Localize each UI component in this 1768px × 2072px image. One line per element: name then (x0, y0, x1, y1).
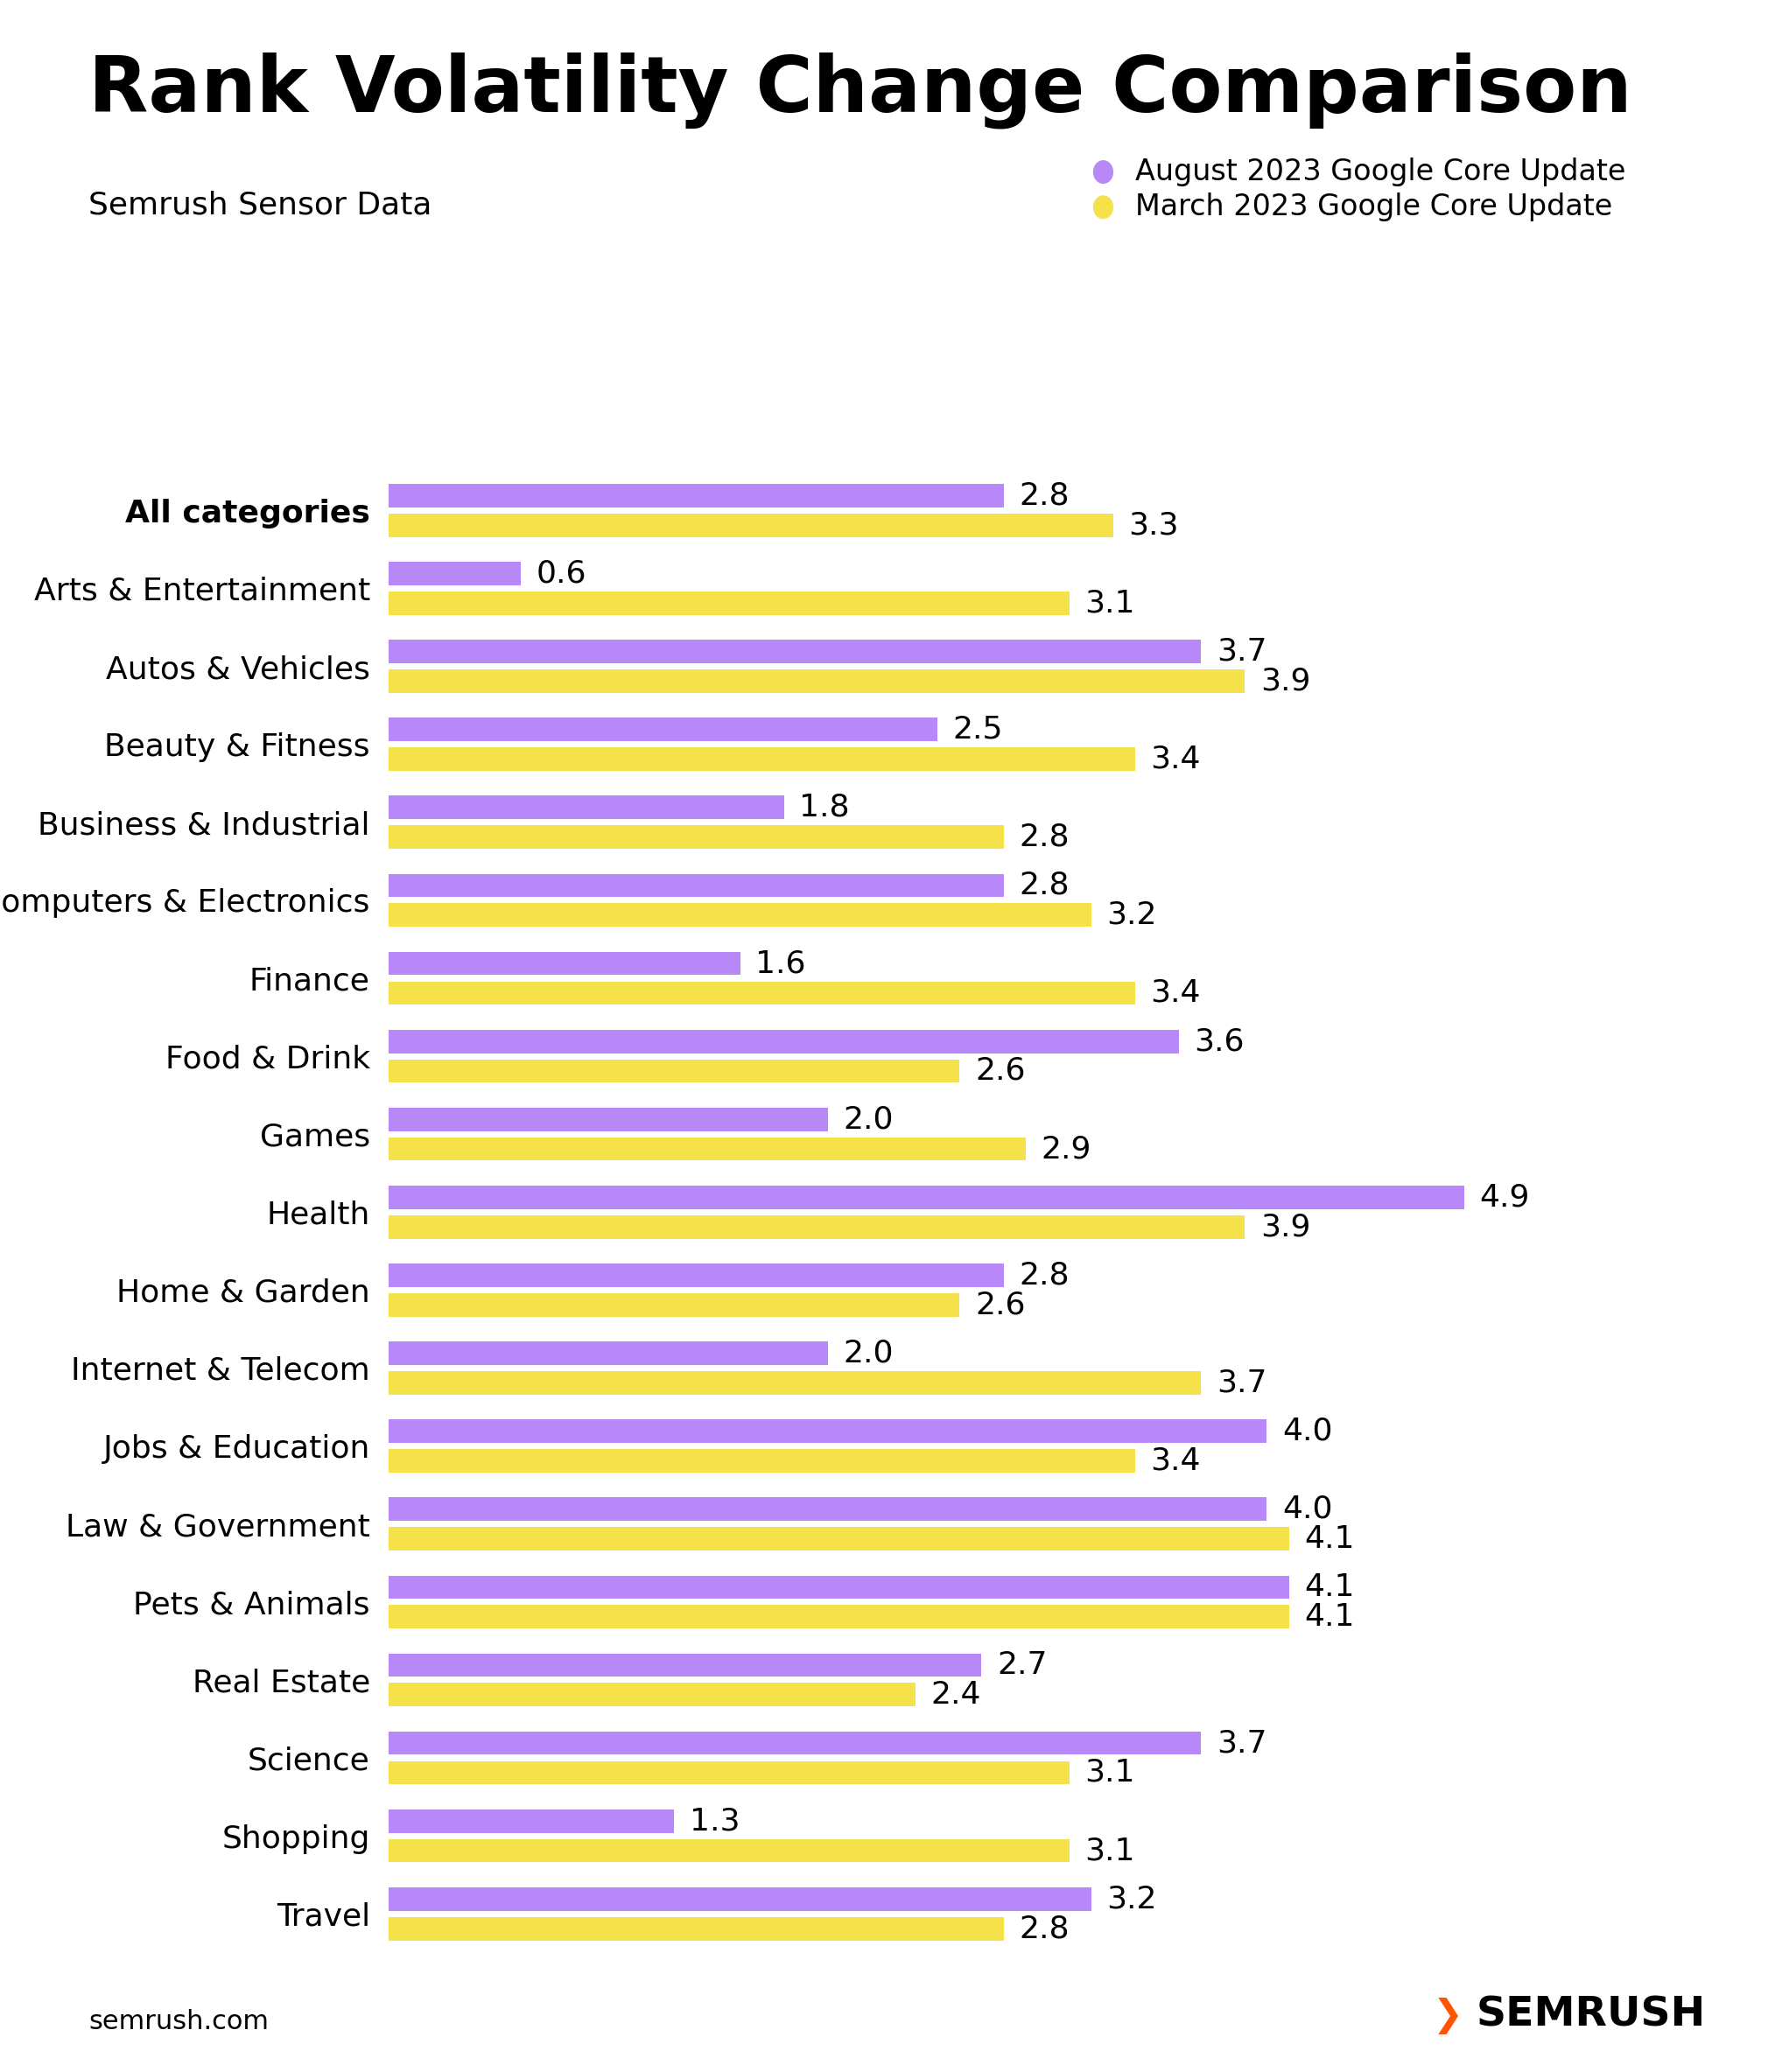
Text: 2.5: 2.5 (953, 715, 1002, 744)
Text: 3.2: 3.2 (1107, 899, 1156, 930)
Text: 2.0: 2.0 (843, 1339, 893, 1368)
Text: 2.7: 2.7 (997, 1649, 1047, 1680)
Text: 3.9: 3.9 (1261, 1212, 1310, 1241)
Bar (389, 669, 1245, 692)
Bar (389, 903, 1091, 926)
Bar (389, 1264, 1004, 1287)
Bar (389, 1109, 827, 1131)
Text: 3.6: 3.6 (1195, 1026, 1245, 1057)
Text: 4.0: 4.0 (1282, 1494, 1333, 1525)
Text: 2.8: 2.8 (1018, 1915, 1070, 1944)
Text: 0.6: 0.6 (536, 559, 587, 588)
Text: 2.4: 2.4 (932, 1680, 981, 1709)
Bar (389, 485, 1004, 508)
Bar (389, 1372, 1200, 1394)
Text: 1.8: 1.8 (799, 794, 850, 823)
Text: 2.6: 2.6 (974, 1291, 1025, 1320)
Bar (389, 1030, 1179, 1053)
Bar (389, 1732, 1200, 1755)
Bar (389, 1761, 1070, 1784)
Text: Semrush Sensor Data: Semrush Sensor Data (88, 191, 431, 220)
Text: 3.1: 3.1 (1086, 1757, 1135, 1788)
Text: 3.7: 3.7 (1216, 1728, 1266, 1757)
Text: 2.8: 2.8 (1018, 823, 1070, 852)
Text: 3.9: 3.9 (1261, 667, 1310, 696)
Text: 2.9: 2.9 (1041, 1133, 1091, 1164)
Bar (389, 951, 741, 976)
Bar (389, 1138, 1025, 1160)
Bar (389, 825, 1004, 850)
Bar (389, 514, 1114, 537)
Bar (389, 1059, 960, 1084)
Bar (389, 874, 1004, 897)
Text: ❯: ❯ (1432, 1997, 1462, 2035)
Bar (389, 1498, 1268, 1521)
Text: 3.7: 3.7 (1216, 636, 1266, 667)
Text: 2.8: 2.8 (1018, 870, 1070, 901)
Text: 2.8: 2.8 (1018, 481, 1070, 510)
Bar (389, 796, 783, 818)
Bar (389, 1341, 827, 1365)
Text: semrush.com: semrush.com (88, 2010, 269, 2035)
Text: 4.9: 4.9 (1480, 1183, 1529, 1212)
Text: 4.0: 4.0 (1282, 1417, 1333, 1446)
Bar (389, 562, 520, 584)
Text: March 2023 Google Core Update: March 2023 Google Core Update (1135, 193, 1612, 222)
Text: 3.7: 3.7 (1216, 1368, 1266, 1399)
Text: 1.3: 1.3 (690, 1807, 741, 1836)
Text: 2.0: 2.0 (843, 1104, 893, 1133)
Text: 3.1: 3.1 (1086, 588, 1135, 617)
Text: 3.4: 3.4 (1151, 744, 1200, 775)
Text: SEMRUSH: SEMRUSH (1476, 1995, 1706, 2035)
Text: 3.2: 3.2 (1107, 1883, 1156, 1915)
Text: August 2023 Google Core Update: August 2023 Google Core Update (1135, 157, 1625, 186)
Bar (389, 1419, 1268, 1442)
Text: 4.1: 4.1 (1305, 1602, 1354, 1631)
Text: 2.8: 2.8 (1018, 1260, 1070, 1291)
Text: 3.4: 3.4 (1151, 1446, 1200, 1475)
Bar (389, 1809, 674, 1834)
Text: 3.3: 3.3 (1128, 510, 1179, 541)
Bar (389, 1293, 960, 1316)
Bar (389, 717, 937, 742)
Bar (389, 1216, 1245, 1239)
Text: 2.6: 2.6 (974, 1057, 1025, 1086)
Bar (389, 1448, 1135, 1473)
Bar (389, 591, 1070, 615)
Bar (389, 1653, 981, 1676)
Text: 3.4: 3.4 (1151, 978, 1200, 1007)
Text: 1.6: 1.6 (755, 949, 806, 978)
Bar (389, 1527, 1289, 1550)
Bar (389, 1917, 1004, 1939)
Bar (389, 1888, 1091, 1910)
Text: 3.1: 3.1 (1086, 1836, 1135, 1865)
Bar (389, 1840, 1070, 1863)
Text: 4.1: 4.1 (1305, 1573, 1354, 1602)
Text: 4.1: 4.1 (1305, 1523, 1354, 1554)
Bar (389, 1682, 916, 1707)
Bar (389, 982, 1135, 1005)
Bar (389, 1185, 1464, 1208)
Bar (389, 1575, 1289, 1600)
Text: Rank Volatility Change Comparison: Rank Volatility Change Comparison (88, 52, 1632, 128)
Bar (389, 640, 1200, 663)
Bar (389, 1606, 1289, 1629)
Bar (389, 748, 1135, 771)
